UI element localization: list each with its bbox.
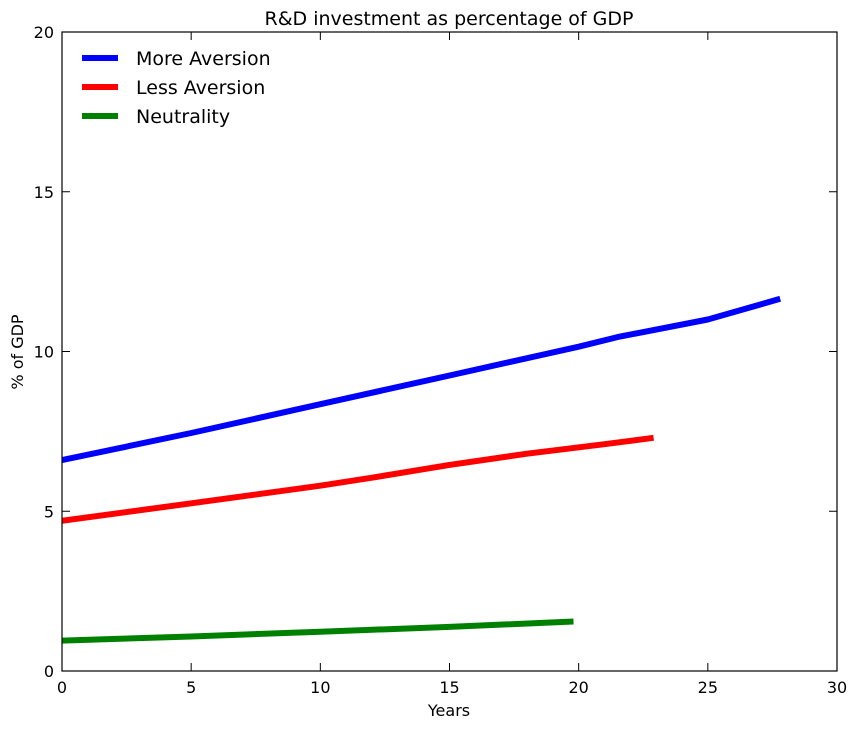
x-tick-label-6: 30 xyxy=(827,678,847,697)
y-tick-label-2: 10 xyxy=(34,343,54,362)
series-line-2 xyxy=(62,618,574,644)
x-tick-label-4: 20 xyxy=(568,678,588,697)
y-tick-label-3: 15 xyxy=(34,183,54,202)
y-tick-label-0: 0 xyxy=(44,662,54,681)
legend: More Aversion Less Aversion Neutrality xyxy=(82,48,271,128)
legend-label-1: Less Aversion xyxy=(136,77,265,99)
legend-label-2: Neutrality xyxy=(136,106,230,128)
series-line-0 xyxy=(62,295,782,464)
y-tick-label-4: 20 xyxy=(34,23,54,42)
x-tick-label-1: 5 xyxy=(186,678,196,697)
x-axis-label: Years xyxy=(427,701,470,720)
axis-ticks: 0 5 10 15 20 25 30 0 5 10 15 20 xyxy=(34,23,848,697)
y-axis-label: % of GDP xyxy=(8,314,27,390)
x-tick-label-5: 25 xyxy=(698,678,718,697)
x-tick-label-2: 10 xyxy=(310,678,330,697)
chart-title: R&D investment as percentage of GDP xyxy=(265,8,634,30)
series-line-1 xyxy=(62,434,654,524)
y-tick-label-1: 5 xyxy=(44,502,54,521)
legend-label-0: More Aversion xyxy=(136,48,271,70)
x-tick-label-3: 15 xyxy=(439,678,459,697)
x-tick-label-0: 0 xyxy=(57,678,67,697)
